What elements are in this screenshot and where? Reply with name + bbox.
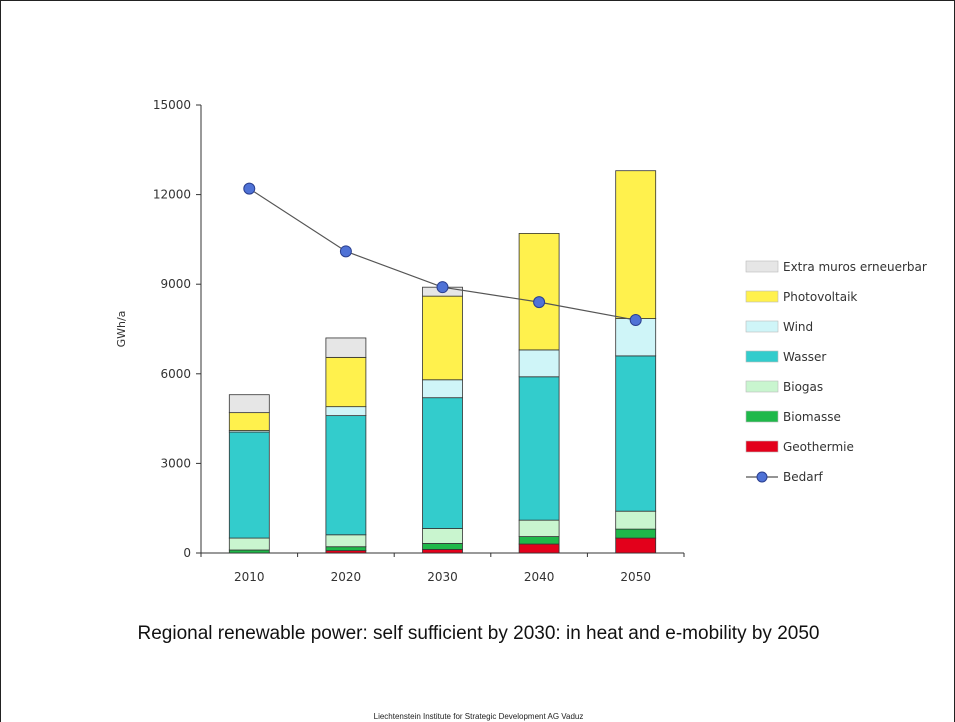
legend-label-bedarf: Bedarf <box>783 470 824 484</box>
bar-segment-wasser-2040 <box>518 376 560 521</box>
slide-caption: Regional renewable power: self sufficien… <box>137 623 820 644</box>
bar-segment-photovoltaik-2010 <box>228 412 270 431</box>
bar-segment-wind-2020 <box>325 406 367 417</box>
bar-segment-geothermie-2040 <box>518 543 560 554</box>
point-bedarf-2040 <box>533 296 546 309</box>
point-bedarf-2050 <box>629 314 642 327</box>
bar-segment-wasser-2030 <box>422 397 463 529</box>
bar-segment-biomasse-2050 <box>615 528 657 539</box>
footer-text: Liechtenstein Institute for Strategic De… <box>373 712 584 721</box>
x-tick-label: 2010 <box>234 570 265 584</box>
x-tick-label: 2040 <box>524 570 555 584</box>
x-tick-label: 2030 <box>427 570 458 584</box>
bar-segment-wind-2040 <box>518 349 560 378</box>
stacked-bar-chart: 0 3000 6000 9000 12000 15000 GWh/a 2010 2020 2030… <box>115 98 927 584</box>
legend-label-biogas: Biogas <box>783 380 823 394</box>
y-axis-label: GWh/a <box>115 311 128 348</box>
legend-label-extra-muros-erneuerbar: Extra muros erneuerbar <box>783 260 927 274</box>
bar-segment-biogas-2030 <box>422 528 463 544</box>
bar-segment-biomasse-2020 <box>325 546 367 552</box>
bar-segment-extra-muros-erneuerbar-2010 <box>228 394 270 414</box>
bar-segment-biogas-2020 <box>325 534 367 548</box>
point-bedarf-2030 <box>436 281 449 294</box>
point-bedarf-2020 <box>339 245 352 258</box>
bar-segment-photovoltaik-2030 <box>422 295 463 381</box>
legend-swatch-biomasse <box>745 410 779 423</box>
y-tick-label: 0 <box>183 546 191 560</box>
y-tick-label: 9000 <box>160 277 191 291</box>
bar-segment-wind-2030 <box>422 379 463 399</box>
bar-segment-biomasse-2040 <box>518 536 560 545</box>
legend-label-biomasse: Biomasse <box>783 410 841 424</box>
bar-segment-biomasse-2030 <box>422 543 463 550</box>
legend-label-geothermie: Geothermie <box>783 440 854 454</box>
y-tick-label: 12000 <box>153 188 191 202</box>
bar-segment-geothermie-2050 <box>615 537 657 554</box>
legend-swatch-extra-muros-erneuerbar <box>745 260 779 273</box>
bar-segment-biogas-2040 <box>518 519 560 537</box>
y-tick-label: 15000 <box>153 98 191 112</box>
bar-segment-biogas-2010 <box>228 537 270 551</box>
bar-segment-geothermie-2030 <box>422 549 463 554</box>
bar-segment-photovoltaik-2050 <box>615 170 657 319</box>
bar-segment-wasser-2020 <box>325 415 367 536</box>
y-tick-label: 6000 <box>160 367 191 381</box>
x-tick-label: 2050 <box>620 570 651 584</box>
bar-segment-wasser-2050 <box>615 355 657 512</box>
legend-swatch-photovoltaik <box>745 290 779 303</box>
bar-segment-photovoltaik-2040 <box>518 233 560 351</box>
bar-segment-biogas-2050 <box>615 510 657 530</box>
bar-segment-biomasse-2010 <box>228 549 270 554</box>
bar-segment-extra-muros-erneuerbar-2020 <box>325 337 367 358</box>
x-tick-label: 2020 <box>331 570 362 584</box>
bar-segment-photovoltaik-2020 <box>325 356 367 408</box>
legend-marker-bedarf <box>756 471 768 483</box>
point-bedarf-2010 <box>243 182 256 195</box>
y-tick-label: 3000 <box>160 456 191 470</box>
legend-label-photovoltaik: Photovoltaik <box>783 290 857 304</box>
legend-label-wind: Wind <box>783 320 813 334</box>
legend-swatch-wasser <box>745 350 779 363</box>
legend-swatch-biogas <box>745 380 779 393</box>
legend-swatch-wind <box>745 320 779 333</box>
legend-label-wasser: Wasser <box>783 350 826 364</box>
legend-swatch-geothermie <box>745 440 779 453</box>
bar-segment-wasser-2010 <box>228 431 270 539</box>
